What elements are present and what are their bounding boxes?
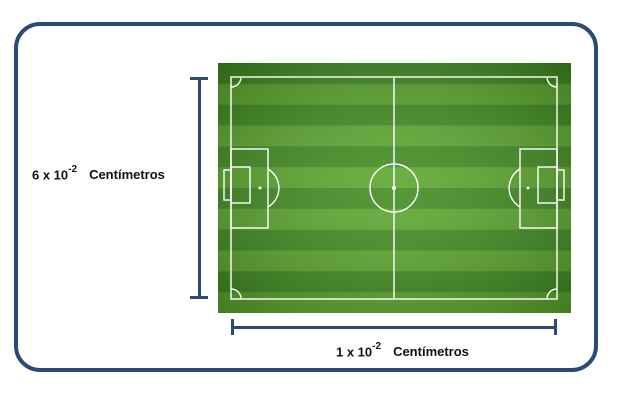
width-dimension-left-cap	[231, 319, 234, 335]
corner-arc-br	[546, 288, 558, 300]
height-label: 6 x 10-2 Centímetros	[32, 164, 165, 183]
center-circle	[369, 163, 419, 213]
width-label: 1 x 10-2 Centímetros	[336, 341, 469, 360]
height-exponent: -2	[68, 164, 78, 175]
width-dimension-line	[231, 326, 557, 329]
center-spot	[392, 186, 396, 190]
left-penalty-arc	[267, 168, 280, 208]
height-dimension-line	[198, 78, 201, 298]
right-penalty-spot	[526, 186, 530, 190]
right-goal-box	[537, 166, 558, 204]
width-unit: Centímetros	[393, 344, 469, 360]
field-lines	[223, 76, 565, 300]
left-goal-box	[230, 166, 251, 204]
corner-arc-tl	[230, 76, 242, 88]
width-exponent: -2	[372, 341, 382, 352]
right-penalty-arc	[508, 168, 521, 208]
soccer-field-drawing	[218, 63, 571, 313]
height-dimension-bottom-cap	[190, 296, 208, 299]
width-dimension-right-cap	[554, 319, 557, 335]
corner-arc-bl	[230, 288, 242, 300]
field-spots	[258, 186, 530, 190]
height-value: 6 x 10	[32, 167, 69, 183]
height-dimension-top-cap	[190, 77, 208, 80]
corner-arc-tr	[546, 76, 558, 88]
width-value: 1 x 10	[336, 344, 373, 360]
soccer-field	[218, 63, 571, 313]
left-penalty-spot	[258, 186, 262, 190]
height-unit: Centímetros	[89, 167, 165, 183]
